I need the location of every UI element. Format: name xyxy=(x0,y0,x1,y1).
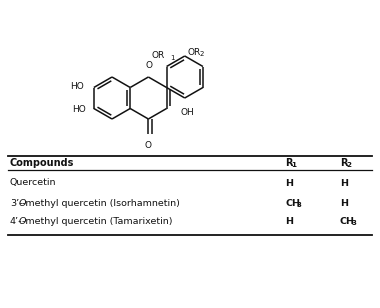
Text: O: O xyxy=(145,141,152,150)
Text: 2: 2 xyxy=(346,162,351,168)
Text: 2: 2 xyxy=(200,51,204,57)
Text: Compounds: Compounds xyxy=(10,158,74,168)
Text: O: O xyxy=(146,61,153,70)
Text: O: O xyxy=(19,198,27,208)
Text: Quercetin: Quercetin xyxy=(10,179,57,188)
Text: 1: 1 xyxy=(291,162,296,168)
Text: CH: CH xyxy=(340,217,355,225)
Text: H: H xyxy=(340,179,348,188)
Text: CH: CH xyxy=(285,198,300,208)
Text: H: H xyxy=(285,217,293,225)
Text: O: O xyxy=(19,217,27,225)
Text: 3: 3 xyxy=(297,202,302,208)
Text: -methyl quercetin (Isorhamnetin): -methyl quercetin (Isorhamnetin) xyxy=(22,198,180,208)
Text: 3’-: 3’- xyxy=(10,198,23,208)
Text: OH: OH xyxy=(180,108,194,117)
Text: H: H xyxy=(285,179,293,188)
Text: R: R xyxy=(340,158,347,168)
Text: HO: HO xyxy=(72,105,86,114)
Text: 4’-: 4’- xyxy=(10,217,22,225)
Text: OR: OR xyxy=(151,51,165,59)
Text: 3: 3 xyxy=(352,220,357,226)
Text: HO: HO xyxy=(70,82,84,91)
Text: 1: 1 xyxy=(170,55,174,62)
Text: R: R xyxy=(285,158,293,168)
Text: OR: OR xyxy=(188,47,201,56)
Text: -methyl quercetin (Tamarixetin): -methyl quercetin (Tamarixetin) xyxy=(22,217,173,225)
Text: H: H xyxy=(340,198,348,208)
